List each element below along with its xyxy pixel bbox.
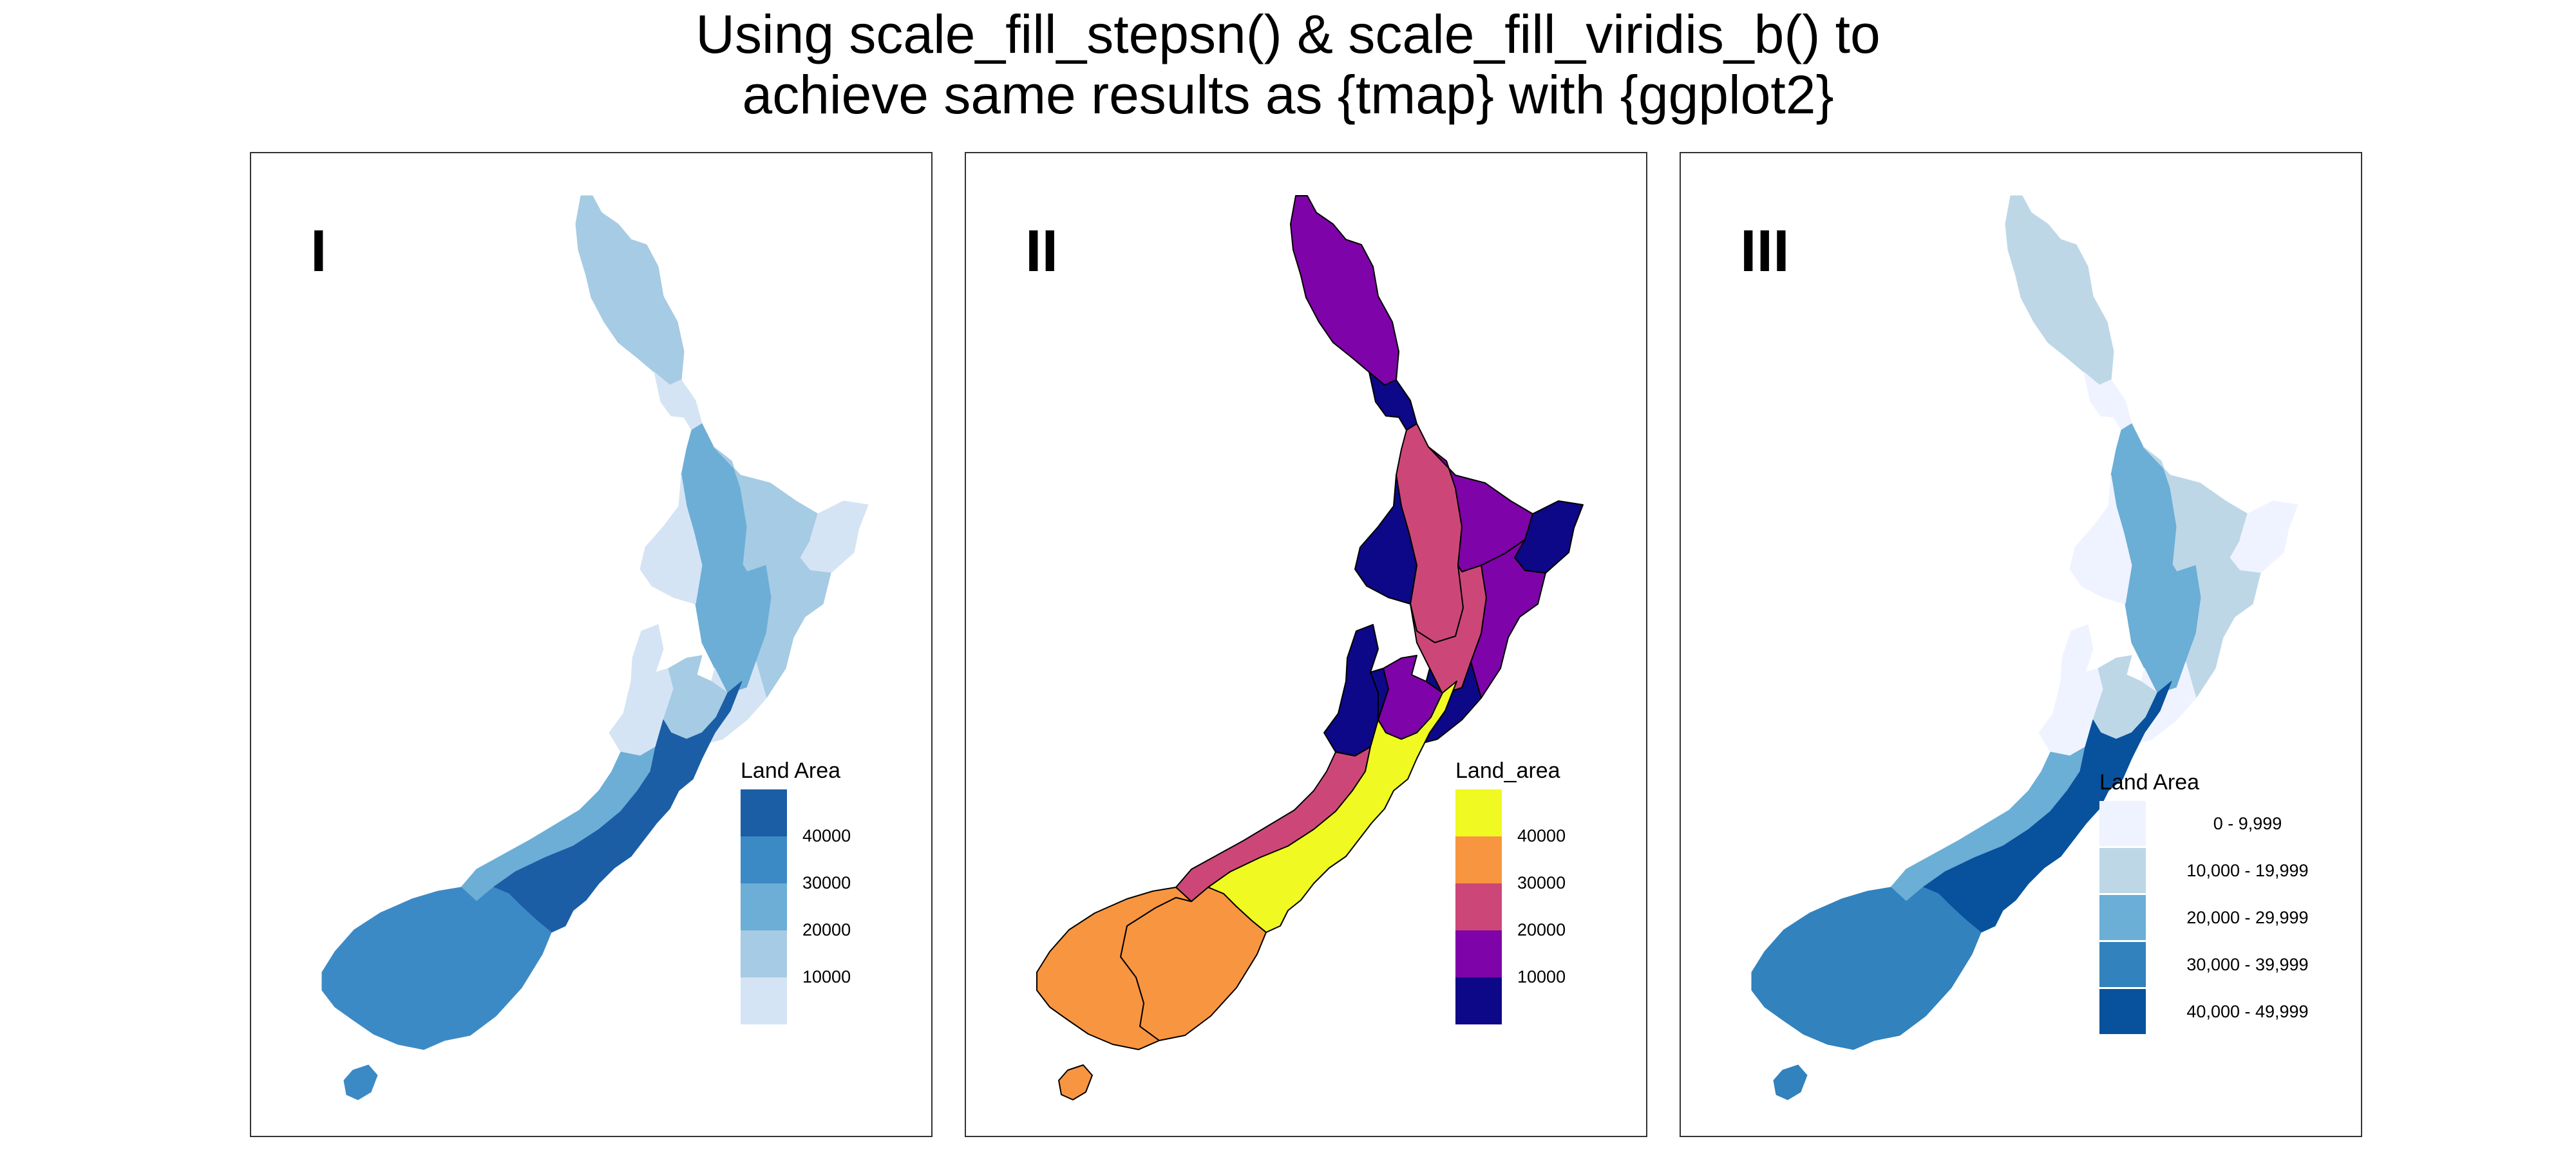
region-auckland — [1368, 372, 1417, 431]
title-line-1: Using scale_fill_stepsn() & scale_fill_v… — [696, 4, 1880, 64]
legend-swatch — [741, 977, 787, 1024]
legend-label: 30000 — [802, 873, 851, 892]
legend-label: 20000 — [802, 920, 851, 939]
panel-tag: III — [1740, 218, 1790, 284]
legend-swatch — [1455, 930, 1502, 977]
region-southland — [321, 887, 477, 1050]
legend-label: 10,000 - 19,999 — [2186, 861, 2309, 880]
region-hawkes-bay — [2185, 539, 2261, 699]
region-northland — [2005, 195, 2114, 386]
region-tasman — [2038, 624, 2094, 757]
legend-label: 20000 — [1517, 920, 1566, 939]
legend-swatch — [1455, 789, 1502, 836]
legend-title: Land Area — [2099, 770, 2200, 795]
legend-label: 40000 — [802, 826, 851, 845]
panel-tag: I — [310, 218, 327, 284]
legend-swatch — [741, 789, 787, 836]
nz-map — [1751, 195, 2298, 1100]
map-panel-1: I Land Area 10000 20000 30000 40000 — [250, 152, 933, 1137]
region-taranaki — [1354, 475, 1417, 605]
legend-swatch — [741, 883, 787, 930]
region-taranaki — [639, 475, 703, 605]
legend-swatch — [1455, 977, 1502, 1024]
legend-swatch — [2099, 848, 2146, 893]
region-canterbury — [493, 681, 743, 933]
legend-label: 10000 — [802, 967, 851, 986]
legend-label: 10000 — [1517, 967, 1566, 986]
panel-tag: II — [1025, 218, 1059, 284]
legend-swatch — [1455, 836, 1502, 883]
nz-map — [1036, 195, 1584, 1100]
region-stewart — [343, 1064, 378, 1100]
legend-swatch — [2099, 942, 2146, 987]
title-line-2: achieve same results as {tmap} with {ggp… — [742, 64, 1834, 125]
region-northland — [575, 195, 685, 386]
legend-title: Land_area — [1455, 759, 1560, 783]
region-southland — [1751, 887, 1907, 1050]
region-stewart — [1773, 1064, 1808, 1100]
legend-swatch — [2099, 801, 2146, 846]
legend-swatch — [1455, 883, 1502, 930]
map-panel-2: II Land_area 10000 20000 30000 40000 — [965, 152, 1647, 1137]
legend-swatch — [741, 930, 787, 977]
map-panel-3: III Land Area 0 - 9,999 10,000 - 19,999 20… — [1680, 152, 2362, 1137]
legend-label: 20,000 - 29,999 — [2186, 908, 2309, 927]
region-taranaki — [2069, 475, 2132, 605]
region-northland — [1290, 195, 1399, 386]
region-tasman — [1323, 624, 1379, 757]
legend-swatch — [2099, 895, 2146, 940]
legend-swatch — [2099, 989, 2146, 1034]
legend-label: 30,000 - 39,999 — [2186, 955, 2309, 974]
region-tasman — [609, 624, 664, 757]
region-canterbury — [1208, 681, 1457, 933]
legend-label: 30000 — [1517, 873, 1566, 892]
region-hawkes-bay — [1470, 539, 1546, 699]
region-southland — [1036, 887, 1192, 1050]
region-canterbury — [1922, 681, 2172, 933]
region-hawkes-bay — [755, 539, 831, 699]
chart-title: Using scale_fill_stepsn() & scale_fill_v… — [0, 4, 2576, 125]
legend-swatch — [741, 836, 787, 883]
legend-label: 0 - 9,999 — [2213, 814, 2282, 833]
legend-label: 40000 — [1517, 826, 1566, 845]
region-stewart — [1058, 1064, 1093, 1100]
legend-label: 40,000 - 49,999 — [2186, 1002, 2309, 1021]
nz-map — [321, 195, 869, 1100]
legend-title: Land Area — [741, 759, 841, 783]
